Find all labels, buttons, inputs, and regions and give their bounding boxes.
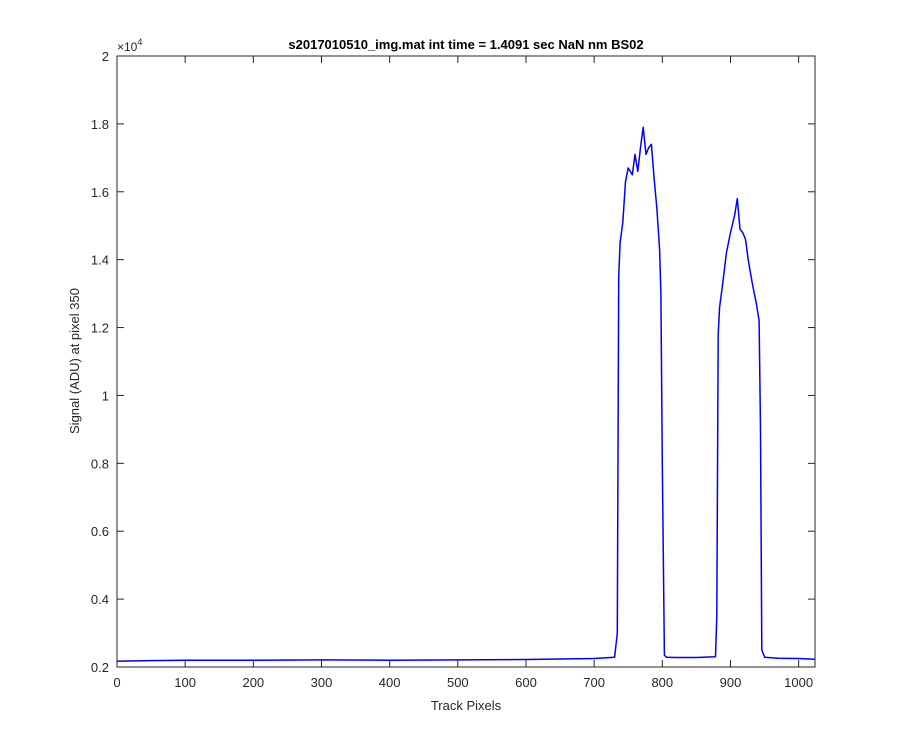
axes-box xyxy=(116,55,816,668)
y-tick-label: 1 xyxy=(102,388,109,403)
exponent-power: 4 xyxy=(137,37,142,47)
y-tick-label: 0.2 xyxy=(91,660,109,675)
x-tick-label: 300 xyxy=(311,675,333,690)
x-tick-label: 500 xyxy=(447,675,469,690)
chart-title: s2017010510_img.mat int time = 1.4091 se… xyxy=(288,37,643,52)
y-tick-label: 1.6 xyxy=(91,185,109,200)
series-line xyxy=(116,126,816,662)
plot-area xyxy=(117,56,815,667)
x-tick-label: 100 xyxy=(174,675,196,690)
x-tick-label: 400 xyxy=(379,675,401,690)
y-tick-label: 0.8 xyxy=(91,456,109,471)
x-tick-label: 700 xyxy=(583,675,605,690)
series-layer xyxy=(116,126,816,662)
y-tick-label: 2 xyxy=(102,49,109,64)
exponent-base: ×10 xyxy=(117,40,138,54)
y-tick-label: 1.2 xyxy=(91,321,109,336)
x-tick-label: 0 xyxy=(113,675,120,690)
y-axis-exponent: ×104 xyxy=(117,37,142,54)
y-tick-label: 0.6 xyxy=(91,524,109,539)
x-axis-label: Track Pixels xyxy=(431,698,502,713)
x-tick-label: 900 xyxy=(720,675,742,690)
x-tick-label: 600 xyxy=(515,675,537,690)
x-tick-label: 1000 xyxy=(784,675,813,690)
y-tick-label: 1.4 xyxy=(91,253,109,268)
y-tick-label: 1.8 xyxy=(91,117,109,132)
x-tick-label: 800 xyxy=(651,675,673,690)
y-axis: 0.2 0.4 0.6 0.8 1 1.2 1.4 1.6 1.8 2 xyxy=(91,49,815,675)
y-tick-label: 0.4 xyxy=(91,592,109,607)
y-axis-label: Signal (ADU) at pixel 350 xyxy=(67,288,82,434)
x-axis: 0 100 200 300 400 500 600 700 800 900 1000 xyxy=(113,56,813,690)
x-tick-label: 200 xyxy=(242,675,264,690)
